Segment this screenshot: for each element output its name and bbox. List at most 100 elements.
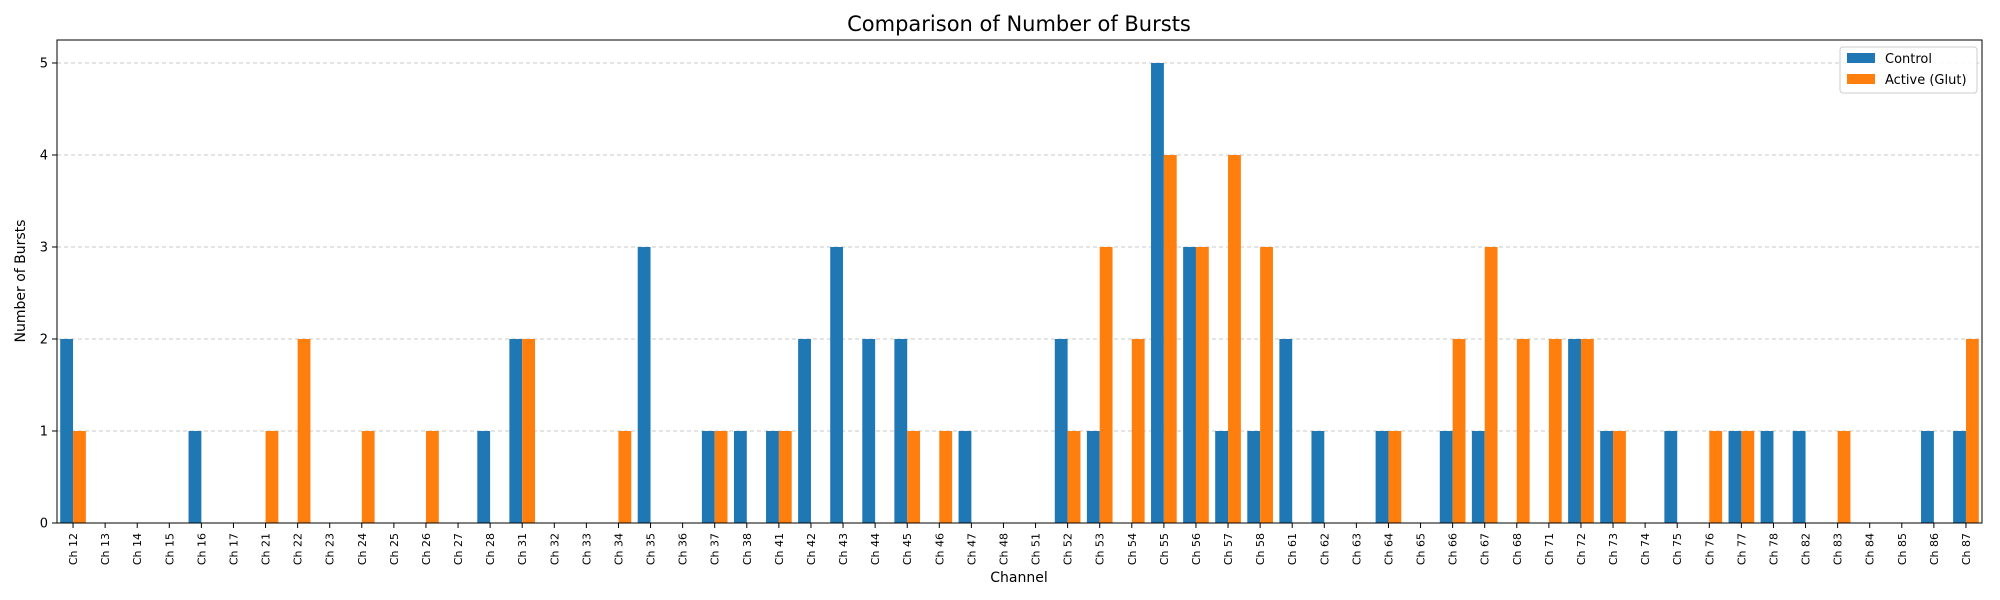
- bar-active-glut-ch-87: [1965, 339, 1979, 523]
- bar-control-ch-28: [477, 431, 491, 523]
- x-tick-label: Ch 55: [1158, 533, 1171, 565]
- x-axis-ticks: Ch 12 Ch 13 Ch 14 Ch 15 Ch 16 Ch 17 Ch 21 Ch 22…: [67, 523, 1973, 565]
- bar-active-glut-ch-64: [1388, 431, 1402, 523]
- y-axis-label: Number of Bursts: [13, 220, 29, 343]
- bar-control-ch-45: [894, 339, 908, 523]
- x-tick-label: Ch 14: [131, 533, 144, 565]
- x-tick-label: Ch 64: [1382, 533, 1395, 565]
- bar-active-glut-ch-52: [1067, 431, 1081, 523]
- bar-control-ch-86: [1921, 431, 1934, 523]
- bar-active-glut-ch-26: [425, 431, 439, 523]
- x-tick-label: Ch 16: [195, 533, 208, 565]
- bar-control-ch-41: [766, 431, 779, 523]
- x-tick-label: Ch 62: [1318, 533, 1331, 565]
- bar-active-glut-ch-76: [1709, 431, 1723, 523]
- x-tick-label: Ch 71: [1543, 533, 1556, 565]
- x-tick-label: Ch 83: [1832, 533, 1845, 565]
- x-tick-label: Ch 51: [1030, 533, 1043, 565]
- bar-control-ch-78: [1760, 431, 1774, 523]
- bar-active-glut-ch-57: [1228, 155, 1241, 523]
- bar-active-glut-ch-22: [297, 339, 311, 523]
- x-tick-label: Ch 41: [773, 533, 786, 565]
- bar-active-glut-ch-37: [714, 431, 728, 523]
- bar-control-ch-77: [1728, 431, 1742, 523]
- x-tick-label: Ch 44: [869, 533, 882, 565]
- x-tick-label: Ch 58: [1254, 533, 1267, 565]
- bar-active-glut-ch-21: [265, 431, 279, 523]
- x-tick-label: Ch 65: [1415, 533, 1428, 565]
- x-tick-label: Ch 35: [645, 533, 658, 565]
- bar-active-glut-ch-66: [1452, 339, 1466, 523]
- x-tick-label: Ch 85: [1896, 533, 1909, 565]
- bar-active-glut-ch-58: [1260, 247, 1273, 523]
- bar-active-glut-ch-71: [1548, 339, 1562, 523]
- bar-control-ch-42: [798, 339, 811, 523]
- x-tick-label: Ch 15: [163, 533, 176, 565]
- legend: Control Active (Glut): [1839, 46, 1978, 94]
- legend-label-active-glut: Active (Glut): [1885, 73, 1967, 88]
- x-tick-label: Ch 45: [901, 533, 914, 565]
- x-tick-label: Ch 54: [1126, 533, 1139, 565]
- bar-active-glut-ch-83: [1837, 431, 1851, 523]
- x-tick-label: Ch 46: [933, 533, 946, 565]
- legend-label-control: Control: [1885, 52, 1932, 67]
- y-axis-ticks: 0 1 2 3 4 5: [40, 57, 57, 532]
- bar-control-ch-75: [1664, 431, 1678, 523]
- x-tick-label: Ch 78: [1767, 533, 1780, 565]
- bar-active-glut-ch-34: [618, 431, 632, 523]
- bar-control-ch-58: [1247, 431, 1261, 523]
- x-tick-label: Ch 72: [1575, 533, 1588, 565]
- bar-active-glut-ch-41: [778, 431, 792, 523]
- bar-control-ch-37: [701, 431, 715, 523]
- y-tick-label: 0: [40, 517, 48, 532]
- bar-active-glut-ch-72: [1580, 339, 1594, 523]
- bar-control-ch-73: [1600, 431, 1614, 523]
- x-tick-label: Ch 27: [452, 533, 465, 565]
- bar-control-ch-72: [1568, 339, 1581, 523]
- bar-control-ch-57: [1215, 431, 1229, 523]
- bar-control-ch-53: [1086, 431, 1100, 523]
- x-tick-label: Ch 86: [1928, 533, 1941, 565]
- x-tick-label: Ch 56: [1190, 533, 1203, 565]
- plot-frame: [56, 39, 1983, 524]
- y-tick-label: 3: [40, 241, 48, 256]
- chart-title: Comparison of Number of Bursts: [847, 12, 1191, 36]
- bar-control-ch-66: [1439, 431, 1453, 523]
- bar-active-glut-ch-46: [939, 431, 953, 523]
- x-tick-label: Ch 43: [837, 533, 850, 565]
- bar-control-ch-47: [958, 431, 972, 523]
- bar-active-glut-ch-77: [1741, 431, 1755, 523]
- x-tick-label: Ch 42: [805, 533, 818, 565]
- bar-control-ch-61: [1279, 339, 1293, 523]
- bar-active-glut-ch-12: [73, 431, 86, 523]
- bar-active-glut-ch-73: [1613, 431, 1626, 523]
- bar-control-ch-52: [1054, 339, 1068, 523]
- y-tick-label: 1: [40, 425, 48, 440]
- x-tick-label: Ch 76: [1703, 533, 1716, 565]
- x-tick-label: Ch 22: [292, 533, 305, 565]
- bar-control-ch-56: [1183, 247, 1196, 523]
- x-tick-label: Ch 31: [516, 533, 529, 565]
- bar-active-glut-ch-55: [1163, 155, 1177, 523]
- bar-control-ch-44: [862, 339, 876, 523]
- y-tick-label: 2: [40, 333, 48, 348]
- bar-active-glut-ch-45: [907, 431, 921, 523]
- bar-control-ch-31: [509, 339, 523, 523]
- x-tick-label: Ch 75: [1671, 533, 1684, 565]
- bar-control-ch-43: [830, 247, 844, 523]
- x-tick-label: Ch 53: [1094, 533, 1107, 565]
- x-tick-label: Ch 66: [1447, 533, 1460, 565]
- bar-control-ch-87: [1953, 431, 1966, 523]
- bar-control-ch-67: [1471, 431, 1485, 523]
- x-tick-label: Ch 17: [227, 533, 240, 565]
- x-tick-label: Ch 47: [965, 533, 978, 565]
- x-tick-label: Ch 36: [677, 533, 690, 565]
- bar-control-ch-64: [1375, 431, 1389, 523]
- x-tick-label: Ch 21: [260, 533, 273, 565]
- bar-active-glut-ch-54: [1131, 339, 1145, 523]
- x-tick-label: Ch 48: [997, 533, 1010, 565]
- x-tick-label: Ch 33: [580, 533, 593, 565]
- bar-active-glut-ch-67: [1484, 247, 1498, 523]
- bar-active-glut-ch-53: [1099, 247, 1113, 523]
